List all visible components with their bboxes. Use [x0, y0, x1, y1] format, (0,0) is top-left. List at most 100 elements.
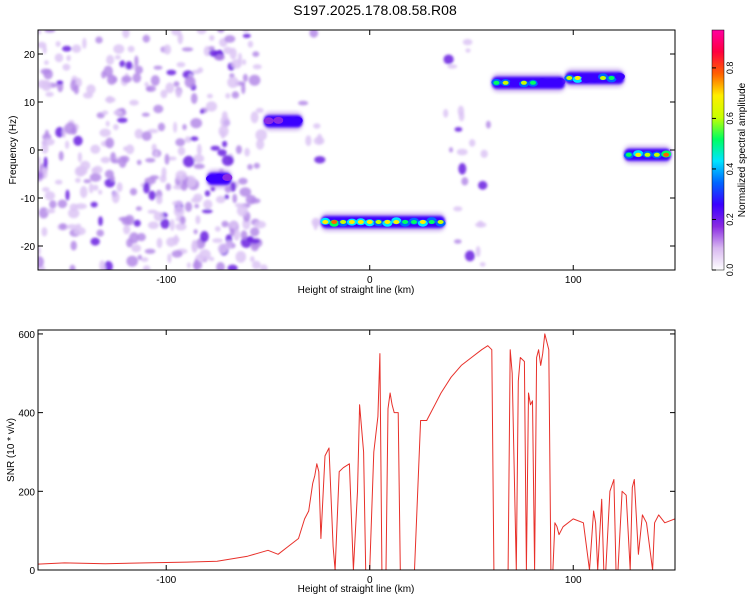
- noise-blob: [229, 47, 237, 60]
- noise-blob: [240, 230, 248, 240]
- signal-band-8: [623, 145, 672, 164]
- noise-blob: [65, 189, 70, 201]
- noise-blob: [238, 177, 248, 185]
- x-tick-label: 0: [367, 575, 373, 586]
- noise-blob: [208, 46, 215, 51]
- noise-blob: [142, 265, 151, 270]
- signal-peak: [375, 220, 382, 224]
- noise-blob: [217, 149, 227, 157]
- noise-blob: [180, 181, 188, 191]
- noise-blob: [190, 118, 203, 129]
- noise-blob: [55, 41, 61, 47]
- noise-blob: [156, 195, 163, 205]
- noise-blob: [185, 175, 197, 188]
- noise-blob: [200, 109, 205, 114]
- snr-y-axis-label: SNR (10 * v/v): [6, 418, 17, 482]
- noise-blob: [478, 180, 488, 190]
- noise-blob: [176, 62, 186, 68]
- x-tick-label: 100: [565, 275, 582, 286]
- noise-blob: [156, 237, 163, 249]
- signal-peak: [502, 80, 509, 85]
- noise-blob: [193, 229, 198, 235]
- signal-peak: [608, 76, 615, 80]
- noise-blob: [212, 238, 223, 243]
- x-tick-label: -100: [156, 275, 176, 286]
- noise-blob: [215, 195, 226, 204]
- noise-blob: [233, 228, 241, 241]
- noise-blob: [143, 182, 150, 194]
- noise-blob: [201, 209, 213, 214]
- noise-blob: [38, 207, 49, 219]
- noise-blob: [231, 59, 242, 69]
- signal-peak: [393, 220, 400, 224]
- noise-blob: [75, 177, 81, 183]
- noise-blob: [167, 253, 172, 264]
- noise-blob: [196, 143, 202, 156]
- noise-blob: [209, 49, 218, 57]
- y-tick-label: 600: [18, 330, 35, 341]
- noise-blob: [38, 30, 42, 35]
- noise-blob: [249, 238, 261, 244]
- noise-blob: [127, 45, 135, 53]
- spectrogram-marks: [38, 30, 672, 270]
- signal-peak: [384, 220, 391, 224]
- noise-blob: [171, 250, 183, 258]
- y-tick-label: 400: [18, 409, 35, 420]
- signal-spot: [292, 117, 303, 124]
- noise-blob: [165, 183, 171, 191]
- noise-blob: [38, 156, 41, 166]
- noise-blob: [38, 170, 44, 181]
- noise-blob: [113, 44, 125, 54]
- noise-blob: [41, 227, 48, 237]
- signal-peak: [574, 76, 581, 80]
- noise-blob: [194, 203, 200, 209]
- noise-blob: [82, 37, 87, 49]
- noise-blob: [196, 30, 207, 35]
- noise-blob: [92, 184, 99, 191]
- noise-blob: [110, 175, 115, 182]
- noise-blob: [111, 191, 120, 204]
- noise-blob: [250, 227, 260, 237]
- noise-blob: [193, 154, 205, 163]
- noise-blob: [103, 261, 113, 270]
- signal-peak: [357, 220, 364, 224]
- noise-blob: [101, 110, 109, 115]
- noise-blob: [242, 59, 247, 65]
- noise-blob: [44, 191, 56, 201]
- noise-blob: [244, 147, 250, 157]
- noise-blob: [232, 193, 238, 204]
- noise-blob: [255, 107, 264, 113]
- noise-blob: [44, 129, 49, 137]
- noise-blob: [56, 80, 64, 85]
- noise-blob: [74, 203, 87, 210]
- noise-blob: [73, 135, 83, 146]
- noise-blob: [479, 262, 486, 267]
- signal-peak: [411, 220, 417, 224]
- y-tick-label: -10: [21, 194, 36, 205]
- noise-blob: [99, 260, 106, 270]
- snr-series-line: [38, 333, 675, 570]
- noise-blob: [193, 259, 200, 270]
- noise-blob: [174, 234, 179, 246]
- noise-blob: [141, 112, 150, 117]
- noise-blob: [148, 190, 156, 201]
- noise-blob: [119, 60, 126, 68]
- noise-blob: [147, 221, 159, 230]
- noise-blob: [129, 232, 139, 244]
- signal-spot: [273, 116, 284, 124]
- noise-blob: [313, 123, 321, 129]
- noise-blob: [458, 163, 467, 175]
- colorbar-tick-label: 0.2: [725, 213, 735, 226]
- noise-blob: [217, 30, 225, 33]
- noise-blob: [311, 217, 321, 227]
- noise-blob: [183, 155, 195, 168]
- noise-blob: [210, 145, 220, 151]
- noise-blob: [113, 124, 119, 131]
- noise-blob: [41, 80, 52, 92]
- noise-blob: [98, 189, 103, 195]
- noise-blob: [88, 183, 94, 194]
- noise-blob: [239, 187, 252, 197]
- noise-blob: [190, 136, 199, 141]
- signal-spot: [206, 175, 216, 183]
- noise-blob: [229, 221, 238, 229]
